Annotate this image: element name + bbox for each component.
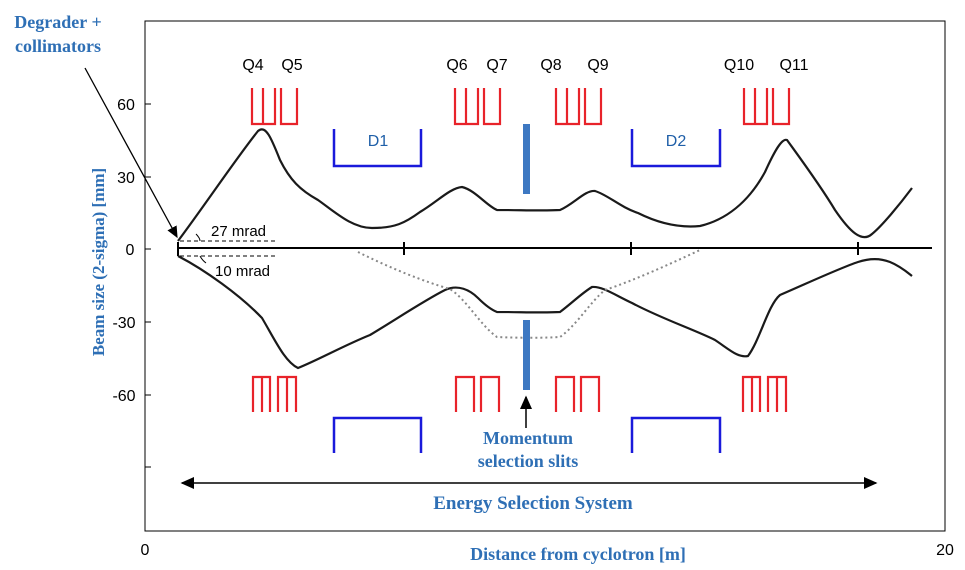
- quadrupole-upper-q7: [482, 88, 502, 126]
- quadrupole-label-q10: Q10: [724, 57, 754, 74]
- y-tick-label: 60: [117, 97, 135, 114]
- quadrupole-upper-q11: [771, 88, 791, 126]
- lower-beam-envelope: [177, 255, 913, 370]
- slits-label-line1: Momentum: [483, 428, 573, 448]
- x-tick-label-20: 20: [936, 542, 954, 559]
- dipole-label-d1: D1: [368, 133, 389, 150]
- x-tick-label-0: 0: [141, 542, 150, 559]
- slits-label-line2: selection slits: [478, 451, 579, 471]
- quadrupole-upper-q5: [279, 88, 299, 126]
- quadrupole-label-q11: Q11: [779, 57, 808, 74]
- upper-quadrupoles: [250, 88, 791, 126]
- quadrupole-label-q7: Q7: [486, 57, 507, 74]
- dipole-lower-d2: [630, 416, 722, 453]
- quadrupole-lower-q4: [251, 375, 272, 412]
- y-tick-marks: [145, 103, 151, 468]
- quadrupole-upper-q8: [554, 88, 581, 126]
- quadrupole-lower-q7: [479, 375, 501, 412]
- y-axis-title: Beam size (2-sigma) [mm]: [89, 168, 108, 356]
- quadrupole-upper-q4: [250, 88, 277, 126]
- y-tick-label: -30: [112, 315, 135, 332]
- slit-lower: [523, 320, 530, 390]
- quadrupole-upper-q10: [742, 88, 769, 126]
- quadrupole-lower-q8: [554, 375, 576, 412]
- quadrupole-label-q8: Q8: [540, 57, 561, 74]
- x-axis-title: Distance from cyclotron [m]: [470, 544, 686, 564]
- quadrupole-lower-q11: [766, 375, 788, 412]
- y-tick-label: -60: [112, 388, 135, 405]
- quadrupole-label-q9: Q9: [587, 57, 608, 74]
- dipole-lower-d1: [332, 416, 423, 453]
- quadrupole-upper-q9: [583, 88, 603, 126]
- degrader-label-line2: collimators: [15, 36, 101, 56]
- y-tick-label: 30: [117, 170, 135, 187]
- upper-dipoles: [332, 129, 722, 168]
- lower-dipoles: [332, 416, 722, 453]
- angle-label-upper: 27 mrad: [211, 223, 266, 240]
- slit-upper: [523, 124, 530, 194]
- y-tick-label: 0: [126, 242, 135, 259]
- quadrupole-lower-q10: [741, 375, 762, 412]
- quadrupole-label-q4: Q4: [242, 57, 263, 74]
- beam-axis-ticks: [403, 242, 859, 255]
- divergence-lines: [180, 233, 278, 264]
- quadrupole-upper-q6: [453, 88, 480, 126]
- dipole-upper-d1: [332, 129, 423, 168]
- upper-beam-envelope: [177, 128, 913, 242]
- quadrupole-label-q5: Q5: [281, 57, 302, 74]
- lower-alternate-path: [357, 249, 701, 339]
- quadrupole-lower-q6: [454, 375, 476, 412]
- quadrupole-label-q6: Q6: [446, 57, 467, 74]
- angle-label-lower: 10 mrad: [215, 263, 270, 280]
- degrader-label-line1: Degrader +: [14, 12, 101, 32]
- dipole-upper-d2: [630, 129, 722, 168]
- plot-frame: [144, 20, 946, 532]
- quadrupole-lower-q9: [579, 375, 601, 412]
- energy-selection-label: Energy Selection System: [433, 493, 633, 514]
- dipole-label-d2: D2: [666, 133, 687, 150]
- quadrupole-lower-q5: [276, 375, 298, 412]
- lower-quadrupoles: [251, 375, 788, 412]
- degrader-arrow: [84, 67, 178, 239]
